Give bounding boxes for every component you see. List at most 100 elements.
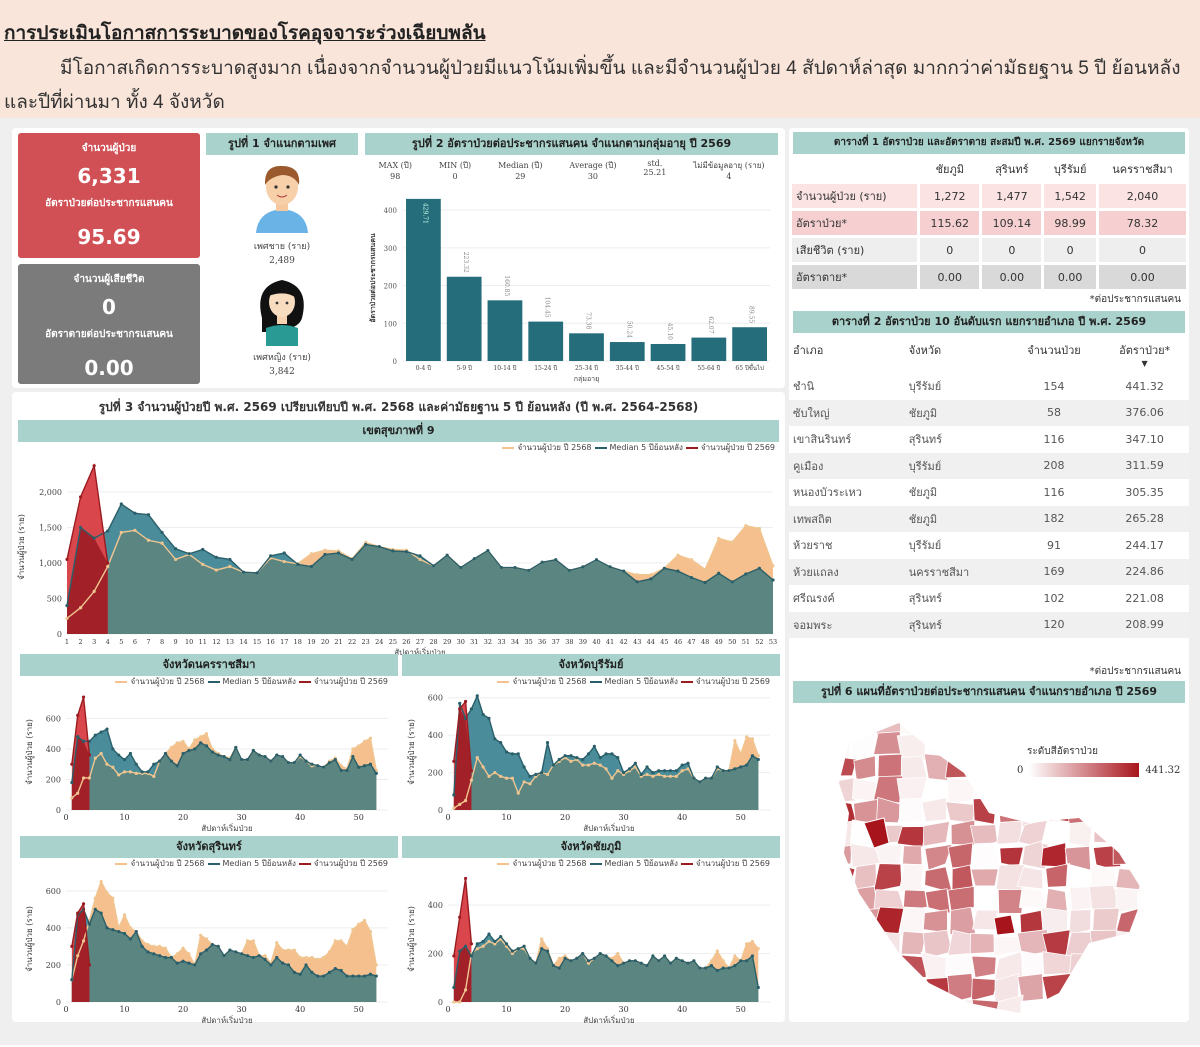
assessment-title: การประเมินโอกาสการระบาดของโรคอุจจาระร่วง… (4, 23, 486, 44)
series-median-point (357, 974, 361, 978)
series-2568-point (703, 567, 707, 571)
series-median-point (744, 959, 749, 963)
series-2568-point (739, 752, 743, 756)
district-shape (1019, 1017, 1045, 1043)
series-2568-point (92, 589, 96, 593)
series-median-point (686, 961, 690, 965)
series-median-point (545, 741, 550, 745)
legend-item[interactable]: จำนวนผู้ป่วย ปี 2569 (678, 677, 770, 686)
y-tick-label: 500 (47, 594, 62, 603)
series-2568-point (452, 1000, 456, 1004)
series-2568-point (140, 939, 144, 943)
x-tick-label: 35 (524, 638, 532, 646)
series-2568-point (298, 955, 302, 960)
series-median-point (368, 972, 373, 976)
series-median-point (210, 750, 214, 754)
district-shape (1114, 950, 1142, 982)
x-tick-label: 43 (633, 638, 641, 646)
legend-item[interactable]: Median 5 ปีย้อนหลัง (587, 859, 678, 868)
district-shape (927, 1021, 948, 1043)
series-median-point (133, 511, 137, 515)
x-tick-label: 48 (701, 638, 709, 646)
series-median-point (140, 944, 144, 949)
series-2568-point (275, 941, 279, 945)
series-median-point (540, 560, 544, 564)
column-label: อัตราป่วย* (1119, 344, 1171, 357)
series-median-point (452, 985, 456, 990)
legend-item[interactable]: จำนวนผู้ป่วย ปี 2569 (678, 859, 770, 868)
legend-item[interactable]: จำนวนผู้ป่วย ปี 2569 (683, 443, 775, 452)
data-label: 45.10 (666, 323, 673, 340)
series-median-point (146, 770, 150, 774)
legend-item[interactable]: Median 5 ปีย้อนหลัง (205, 859, 296, 868)
series-2568-point (105, 762, 109, 766)
district-shape (839, 731, 851, 759)
series-median-point (756, 757, 760, 762)
district-shape (945, 999, 974, 1013)
series-median-point (117, 753, 121, 757)
series-2568-point (204, 732, 209, 736)
series-2568-point (757, 526, 762, 531)
column-header[interactable]: จำนวนป่วย (1008, 333, 1100, 373)
district-shape (1092, 907, 1120, 933)
legend-item[interactable]: จำนวนผู้ป่วย ปี 2568 (494, 677, 587, 686)
table-cell: เทพสถิต (793, 512, 832, 526)
district-shape (1068, 776, 1094, 799)
column-header[interactable]: จังหวัด (905, 333, 1008, 373)
table-row: เขาสินรินทร์ สุรินทร์ 116 347.10 (789, 426, 1189, 453)
stat-label: Average (ปี) (569, 161, 617, 170)
legend-item[interactable]: Median 5 ปีย้อนหลัง (592, 443, 683, 452)
legend-item[interactable]: Median 5 ปีย้อนหลัง (587, 677, 678, 686)
legend-item[interactable]: จำนวนผู้ป่วย ปี 2568 (499, 443, 592, 452)
series-median-point (610, 752, 614, 756)
series-median-point (187, 748, 191, 753)
sort-desc-icon[interactable]: ▼ (1141, 359, 1148, 368)
series-median-point (639, 961, 643, 965)
y-tick-label: 400 (384, 207, 397, 215)
series-2568-point (181, 946, 185, 950)
series-2568-point (81, 776, 86, 780)
legend-item[interactable]: Median 5 ปีย้อนหลัง (205, 677, 296, 686)
death-rate-value: 0.00 (84, 356, 134, 380)
series-2568-point (199, 735, 203, 739)
legend-item[interactable]: จำนวนผู้ป่วย ปี 2568 (494, 859, 587, 868)
series-2568-point (181, 739, 185, 743)
series-2568-point (469, 778, 474, 782)
female-label: เพศหญิง (ราย) (253, 353, 311, 363)
series-median-point (351, 974, 355, 978)
series-median-point (234, 950, 238, 954)
rate-label: อัตราป่วยต่อประชากรแสนคน (45, 198, 173, 209)
series-median-point (99, 911, 103, 915)
series-median-point (598, 756, 602, 760)
data-label: 50.24 (625, 321, 632, 338)
series-median-point (255, 571, 259, 575)
area-2569-overlap (67, 527, 108, 634)
series-median-point (616, 964, 620, 968)
series-median-point (327, 761, 332, 765)
series-median-point (240, 952, 244, 956)
legend-item[interactable]: จำนวนผู้ป่วย ปี 2568 (112, 859, 205, 868)
x-tick-label: 2 (79, 638, 83, 646)
column-header[interactable]: อำเภอ (789, 333, 905, 373)
district-shape (899, 723, 927, 740)
legend-item[interactable]: จำนวนผู้ป่วย ปี 2569 (296, 677, 388, 686)
series-2568-point (316, 957, 320, 961)
series-median-point (257, 753, 261, 757)
map-color-scale (1029, 763, 1140, 777)
table-cell: 102 (1043, 591, 1065, 605)
legend-item[interactable]: จำนวนผู้ป่วย ปี 2568 (112, 677, 205, 686)
legend-item[interactable]: จำนวนผู้ป่วย ปี 2569 (296, 859, 388, 868)
series-median-point (93, 733, 97, 737)
district-shape (1041, 818, 1074, 848)
series-median-point (698, 780, 702, 784)
table-cell: 0.00 (982, 265, 1042, 289)
stat-value: 0 (452, 172, 458, 181)
series-median-point (245, 954, 250, 958)
legend-label: จำนวนผู้ป่วย ปี 2568 (512, 677, 587, 686)
x-tick-label: 5-9 ปี (456, 364, 472, 372)
y-axis-label: จำนวนผู้ป่วย (ราย) (17, 514, 27, 580)
x-axis-label: สัปดาห์เริ่มป่วย (583, 822, 634, 833)
district-shape (851, 951, 881, 975)
table-cell: สุรินทร์ (908, 592, 943, 606)
column-header[interactable]: อัตราป่วย* ▼ (1100, 333, 1189, 373)
